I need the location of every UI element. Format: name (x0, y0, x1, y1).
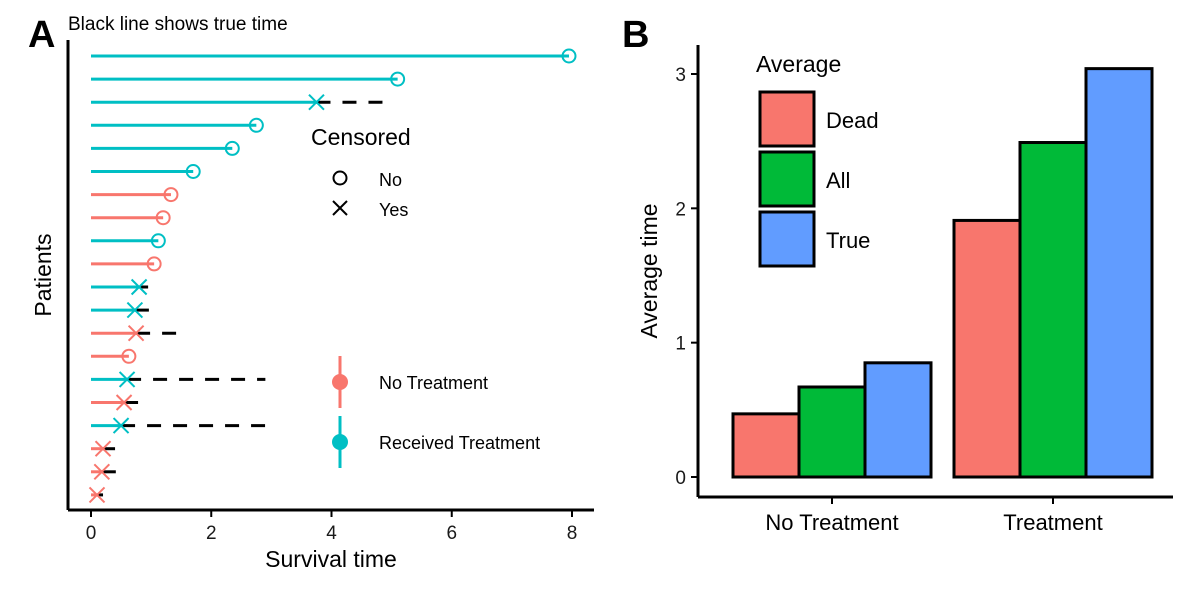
event-circle-point (248, 117, 264, 133)
chart-a-subtitle: Black line shows true time (68, 14, 288, 35)
chart-a-legends: Censored No Yes No Treatment Received Treatm… (311, 124, 540, 468)
censored-legend-title: Censored (311, 124, 411, 150)
bar-true (863, 361, 933, 479)
event-circle-point (185, 164, 201, 179)
legend-label-dead: Dead (826, 108, 879, 133)
legend-group-label: No Treatment (379, 373, 488, 393)
chart-a-marks (88, 48, 577, 504)
bar-dead (952, 218, 1022, 479)
panel-b-letter: B (622, 14, 649, 56)
censored-cross-point (118, 371, 136, 388)
censored-cross-point (112, 417, 130, 434)
legend-label-true: True (826, 228, 870, 253)
chart-a-plot: A Black line shows true time 0 2 4 6 8 Surviv… (28, 14, 594, 572)
chart-b-category-label: No Treatment (765, 510, 898, 535)
chart-a-x-axis-title: Survival time (265, 546, 397, 572)
censored-cross-point (308, 93, 325, 111)
legend-swatch-all (758, 150, 816, 208)
legend-censored-no-label: No (379, 170, 402, 190)
legend-swatch-true (758, 210, 816, 268)
event-circle-point (150, 233, 166, 249)
censored-cross-point (94, 440, 112, 457)
chart-a-x-tick-label: 0 (86, 523, 97, 544)
chart-b-legend: Average Dead All True (756, 51, 879, 268)
event-circle-point (224, 140, 240, 156)
chart-b-marks (731, 67, 1154, 479)
censored-cross-point (126, 301, 144, 319)
legend-group-dot-icon (332, 374, 348, 390)
chart-b-y-tick-label: 1 (675, 334, 686, 355)
event-circle-point (163, 187, 179, 203)
event-circle-point (155, 210, 171, 226)
event-circle-point (390, 71, 406, 87)
bar-all (797, 385, 867, 479)
legend-swatch-dead (758, 90, 816, 148)
legend-cross-icon (332, 200, 348, 216)
legend-censored-yes-label: Yes (379, 200, 408, 220)
chart-a-y-axis-title: Patients (30, 233, 56, 316)
censored-cross-point (127, 324, 145, 342)
bar-dead (731, 412, 801, 479)
censored-cross-point (115, 394, 133, 411)
chart-a-x-tick-label: 6 (446, 523, 457, 544)
chart-b-y-tick-label: 2 (675, 199, 686, 220)
legend-group-dot-icon (332, 434, 348, 450)
legend-label-all: All (826, 168, 850, 193)
bar-true (1084, 67, 1154, 479)
chart-b-legend-title: Average (756, 51, 841, 77)
censored-cross-point (88, 486, 106, 504)
chart-b-y-tick-label: 3 (675, 65, 686, 86)
chart-a-x-tick-label: 4 (326, 523, 337, 544)
chart-b-axes: 0 1 2 3 No Treatment Treatment Average time (636, 45, 1173, 535)
legend-group-label: Received Treatment (379, 433, 540, 453)
event-circle-point (146, 256, 162, 272)
censored-cross-point (93, 463, 111, 481)
panel-a-letter: A (28, 14, 55, 56)
event-circle-point (121, 348, 137, 364)
chart-a-x-tick-label: 8 (567, 523, 578, 544)
censored-cross-point (130, 278, 148, 296)
event-circle-point (561, 48, 577, 64)
chart-a-axes: 0 2 4 6 8 Survival time Patients (30, 40, 594, 572)
chart-b-y-tick-label: 0 (675, 468, 686, 489)
chart-b-category-label: Treatment (1003, 510, 1102, 535)
chart-b-y-axis-title: Average time (636, 203, 662, 338)
chart-a-x-tick-label: 2 (206, 523, 217, 544)
legend-circle-icon (332, 170, 348, 186)
bar-all (1018, 141, 1088, 479)
